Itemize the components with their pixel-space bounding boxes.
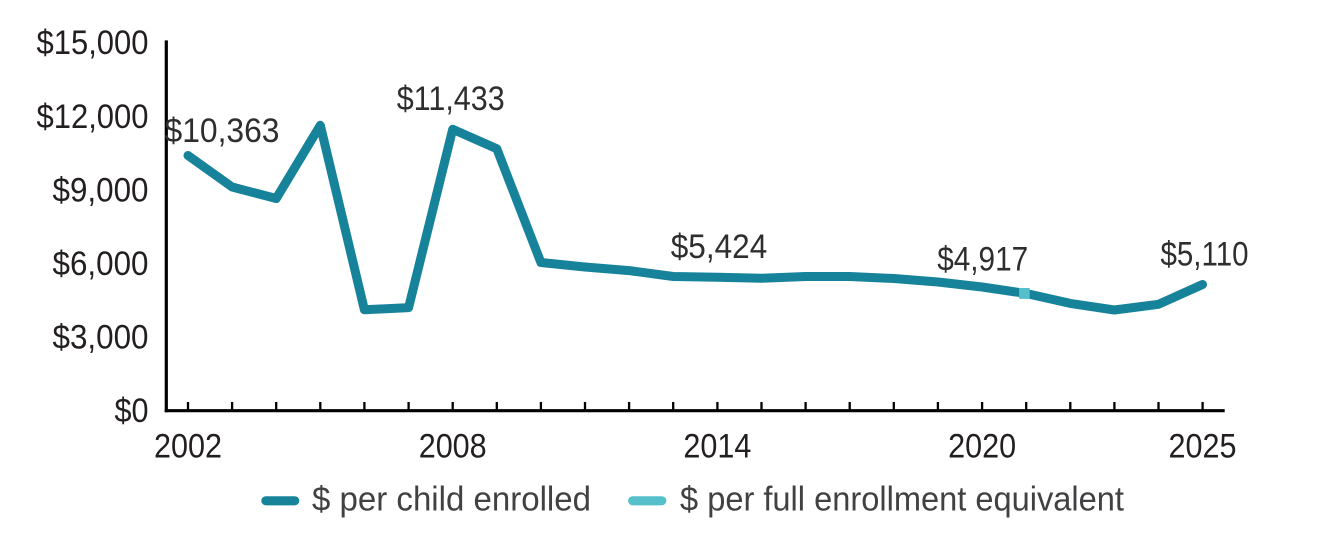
svg-text:2014: 2014 bbox=[683, 427, 751, 465]
svg-text:$10,363: $10,363 bbox=[165, 112, 280, 150]
svg-text:$5,110: $5,110 bbox=[1161, 235, 1249, 273]
svg-text:$ per child enrolled: $ per child enrolled bbox=[312, 481, 591, 519]
svg-text:2025: 2025 bbox=[1169, 427, 1237, 465]
svg-text:$15,000: $15,000 bbox=[37, 24, 149, 62]
svg-text:$0: $0 bbox=[115, 392, 149, 430]
svg-text:2002: 2002 bbox=[154, 427, 222, 465]
svg-text:$3,000: $3,000 bbox=[53, 319, 149, 357]
svg-text:$12,000: $12,000 bbox=[37, 98, 149, 136]
svg-text:$9,000: $9,000 bbox=[53, 171, 149, 209]
svg-text:$6,000: $6,000 bbox=[53, 245, 149, 283]
svg-text:2020: 2020 bbox=[948, 427, 1016, 465]
svg-text:$11,433: $11,433 bbox=[397, 80, 505, 118]
svg-text:2008: 2008 bbox=[419, 427, 487, 465]
svg-text:$4,917: $4,917 bbox=[937, 241, 1028, 279]
svg-text:$ per full enrollment equivale: $ per full enrollment equivalent bbox=[680, 481, 1125, 519]
svg-text:$5,424: $5,424 bbox=[671, 228, 768, 266]
